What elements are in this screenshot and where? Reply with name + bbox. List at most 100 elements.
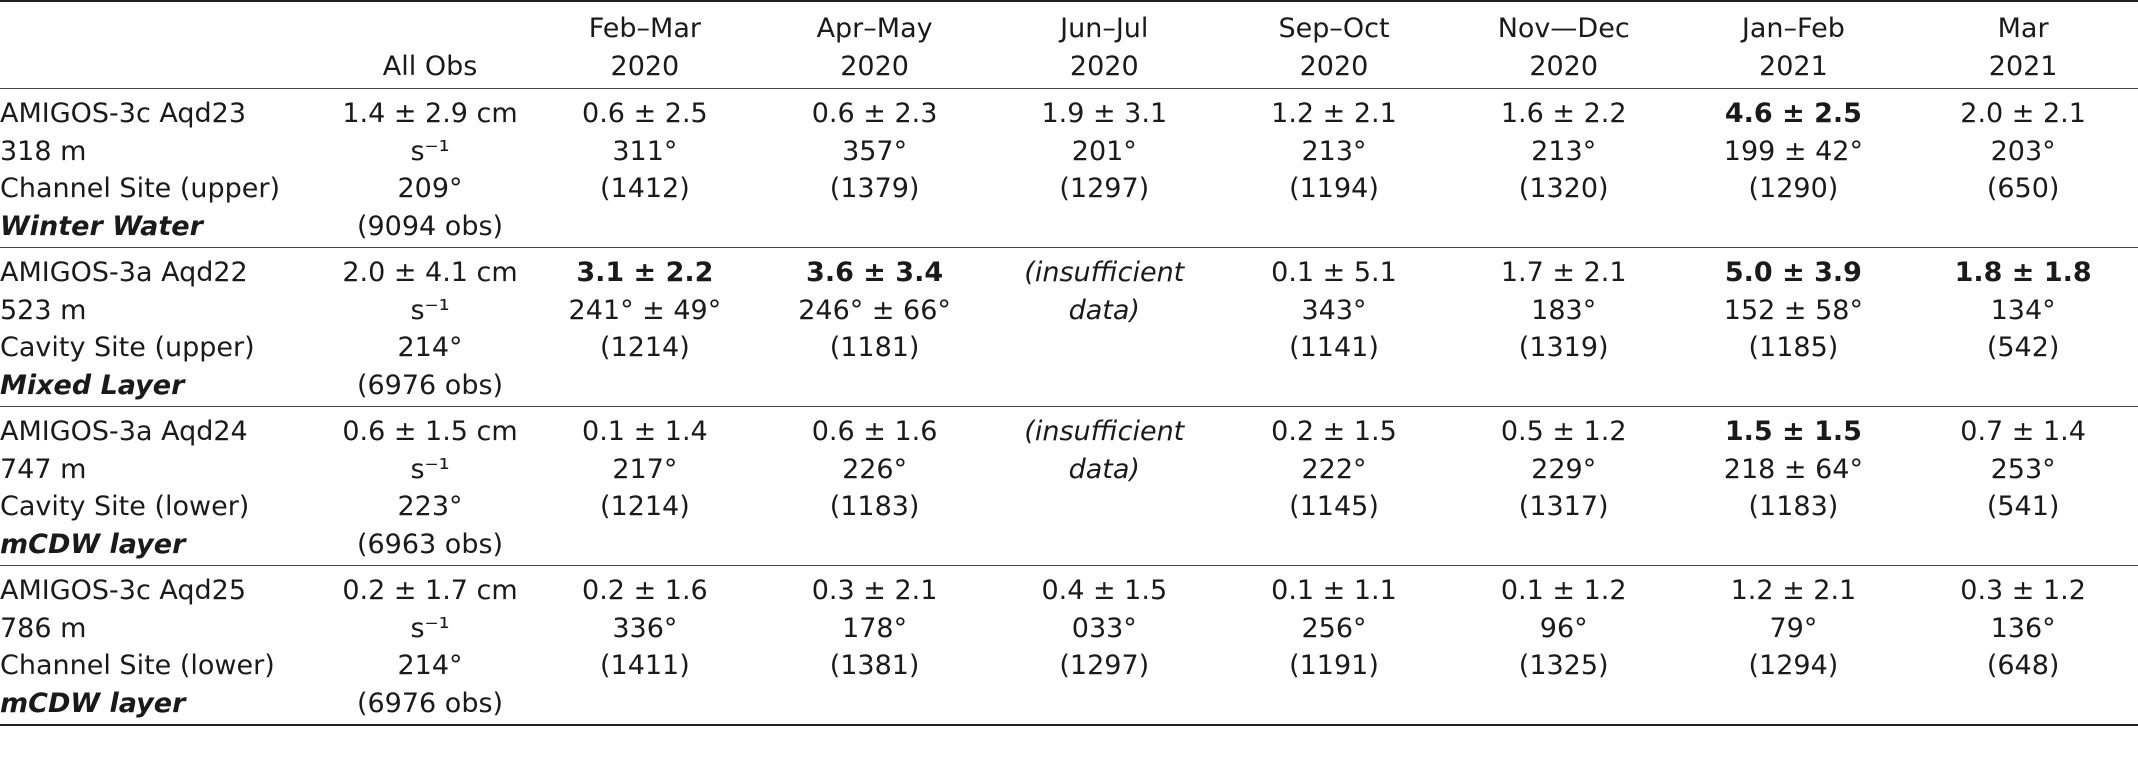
site-location: Channel Site (upper) xyxy=(0,173,281,204)
obs-count: (6976 obs) xyxy=(356,369,504,401)
direction-value: 214° xyxy=(397,650,463,681)
direction-value: 218 ± 64° xyxy=(1723,453,1863,485)
header-period: Jan–Feb 2021 xyxy=(1741,13,1845,82)
direction-value: 199 ± 42° xyxy=(1723,135,1863,167)
obs-count: (1325) xyxy=(1518,650,1609,681)
obs-count: (1181) xyxy=(829,332,920,363)
site-cell: AMIGOS-3a Aqd22 523 m Cavity Site (upper… xyxy=(0,248,330,407)
speed-value: 4.6 ± 2.5 xyxy=(1724,98,1862,129)
obs-count: (1297) xyxy=(1059,173,1150,204)
obs-count: (1183) xyxy=(829,491,920,522)
period-cell: 0.3 ± 1.2 136° (648) xyxy=(1908,566,2138,726)
table-row: AMIGOS-3c Aqd25 786 m Channel Site (lowe… xyxy=(0,566,2138,726)
speed-value: 3.1 ± 2.2 xyxy=(576,257,714,288)
obs-count: (6976 obs) xyxy=(356,687,504,719)
water-layer-label: Mixed Layer xyxy=(0,369,185,401)
insufficient-data-note: (insufficient xyxy=(1024,257,1185,288)
period-cell: 0.3 ± 2.1 178° (1381) xyxy=(760,566,990,726)
period-cell: 0.1 ± 1.2 96° (1325) xyxy=(1449,566,1679,726)
header-period: Nov—Dec 2020 xyxy=(1497,13,1630,82)
period-cell: 1.6 ± 2.2 213° (1320) xyxy=(1449,89,1679,248)
obs-count: (1145) xyxy=(1289,491,1379,522)
speed-value: 0.1 ± 1.2 xyxy=(1500,575,1627,606)
header-period: Sep–Oct 2020 xyxy=(1278,13,1390,82)
insufficient-data-note: data) xyxy=(1068,294,1140,326)
period-cell: 2.0 ± 2.1 203° (650) xyxy=(1908,89,2138,248)
obs-count: (1183) xyxy=(1748,491,1839,522)
speed-value: 1.2 ± 2.1 xyxy=(1730,575,1857,606)
table-row: AMIGOS-3c Aqd23 318 m Channel Site (uppe… xyxy=(0,89,2138,248)
speed-value: 2.0 ± 2.1 xyxy=(1960,98,2086,129)
period-cell: 1.2 ± 2.1 79° (1294) xyxy=(1679,566,1909,726)
obs-count: (648) xyxy=(1986,650,2060,681)
period-cell: 0.6 ± 2.5 311° (1412) xyxy=(530,89,760,248)
direction-value: 183° xyxy=(1531,294,1597,326)
period-cell: 0.2 ± 1.5 222° (1145) xyxy=(1219,407,1449,566)
obs-count: (1320) xyxy=(1518,173,1609,204)
period-cell: 3.6 ± 3.4 246° ± 66° (1181) xyxy=(760,248,990,407)
obs-count: (1379) xyxy=(829,173,920,204)
water-layer-label: mCDW layer xyxy=(0,528,186,560)
speed-value: 2.0 ± 4.1 cm xyxy=(342,257,518,288)
obs-count: (1411) xyxy=(599,650,690,681)
site-location: Cavity Site (upper) xyxy=(0,332,255,363)
obs-count: (1297) xyxy=(1059,650,1150,681)
header-row: All Obs Feb–Mar 2020 Apr–May 2020 Jun–Jul 2… xyxy=(0,1,2138,89)
speed-value: 0.2 ± 1.7 cm xyxy=(342,575,518,606)
obs-count: (1194) xyxy=(1289,173,1379,204)
speed-value: 1.6 ± 2.2 xyxy=(1500,98,1627,129)
speed-value: 0.6 ± 2.3 xyxy=(811,98,938,129)
direction-value: 214° xyxy=(397,332,463,363)
current-statistics-table: All Obs Feb–Mar 2020 Apr–May 2020 Jun–Jul 2… xyxy=(0,1,2138,726)
site-depth: 747 m xyxy=(0,453,87,485)
speed-value: 0.2 ± 1.6 xyxy=(582,575,708,606)
obs-count: (541) xyxy=(1986,491,2060,522)
header-period: Jun–Jul 2020 xyxy=(1060,13,1149,82)
direction-value: 253° xyxy=(1990,453,2056,485)
header-period: Apr–May 2020 xyxy=(816,13,933,82)
obs-count: (1412) xyxy=(599,173,690,204)
site-depth: 523 m xyxy=(0,294,87,326)
speed-value: 0.5 ± 1.2 xyxy=(1500,416,1627,447)
period-cell: 0.4 ± 1.5 033° (1297) xyxy=(989,566,1219,726)
speed-value: 1.2 ± 2.1 xyxy=(1271,98,1397,129)
speed-value: 0.7 ± 1.4 xyxy=(1960,416,2086,447)
speed-unit: s⁻¹ xyxy=(410,612,450,644)
direction-value: 246° ± 66° xyxy=(798,294,951,326)
obs-count: (1381) xyxy=(829,650,920,681)
direction-value: 136° xyxy=(1990,612,2056,644)
direction-value: 311° xyxy=(612,135,678,167)
obs-count: (1185) xyxy=(1748,332,1839,363)
speed-value: 0.1 ± 5.1 xyxy=(1271,257,1397,288)
direction-value: 336° xyxy=(612,612,678,644)
speed-value: 0.1 ± 1.4 xyxy=(582,416,708,447)
direction-value: 256° xyxy=(1301,612,1367,644)
insufficient-data-note: (insufficient xyxy=(1024,416,1185,447)
obs-count: (9094 obs) xyxy=(356,210,504,242)
speed-value: 0.6 ± 1.6 xyxy=(811,416,938,447)
all-obs-cell: 2.0 ± 4.1 cm s⁻¹ 214° (6976 obs) xyxy=(330,248,530,407)
water-layer-label: Winter Water xyxy=(0,210,203,242)
direction-value: 209° xyxy=(397,173,463,204)
speed-value: 0.6 ± 2.5 xyxy=(582,98,708,129)
speed-value: 0.6 ± 1.5 cm xyxy=(342,416,518,447)
direction-value: 033° xyxy=(1071,612,1137,644)
site-depth: 786 m xyxy=(0,612,87,644)
direction-value: 222° xyxy=(1301,453,1367,485)
direction-value: 229° xyxy=(1531,453,1597,485)
site-depth: 318 m xyxy=(0,135,87,167)
site-cell: AMIGOS-3c Aqd25 786 m Channel Site (lowe… xyxy=(0,566,330,726)
period-cell: 0.7 ± 1.4 253° (541) xyxy=(1908,407,2138,566)
direction-value: 226° xyxy=(842,453,908,485)
speed-value: 1.8 ± 1.8 xyxy=(1954,257,2092,288)
obs-count: (6963 obs) xyxy=(356,528,504,560)
site-location: Channel Site (lower) xyxy=(0,650,275,681)
period-cell: 1.2 ± 2.1 213° (1194) xyxy=(1219,89,1449,248)
period-cell: 1.7 ± 2.1 183° (1319) xyxy=(1449,248,1679,407)
speed-value: 0.4 ± 1.5 xyxy=(1041,575,1168,606)
speed-value: 0.1 ± 1.1 xyxy=(1271,575,1397,606)
direction-value: 343° xyxy=(1301,294,1367,326)
period-cell: 1.5 ± 1.5 218 ± 64° (1183) xyxy=(1679,407,1909,566)
period-cell: (insufficient data) xyxy=(989,248,1219,407)
